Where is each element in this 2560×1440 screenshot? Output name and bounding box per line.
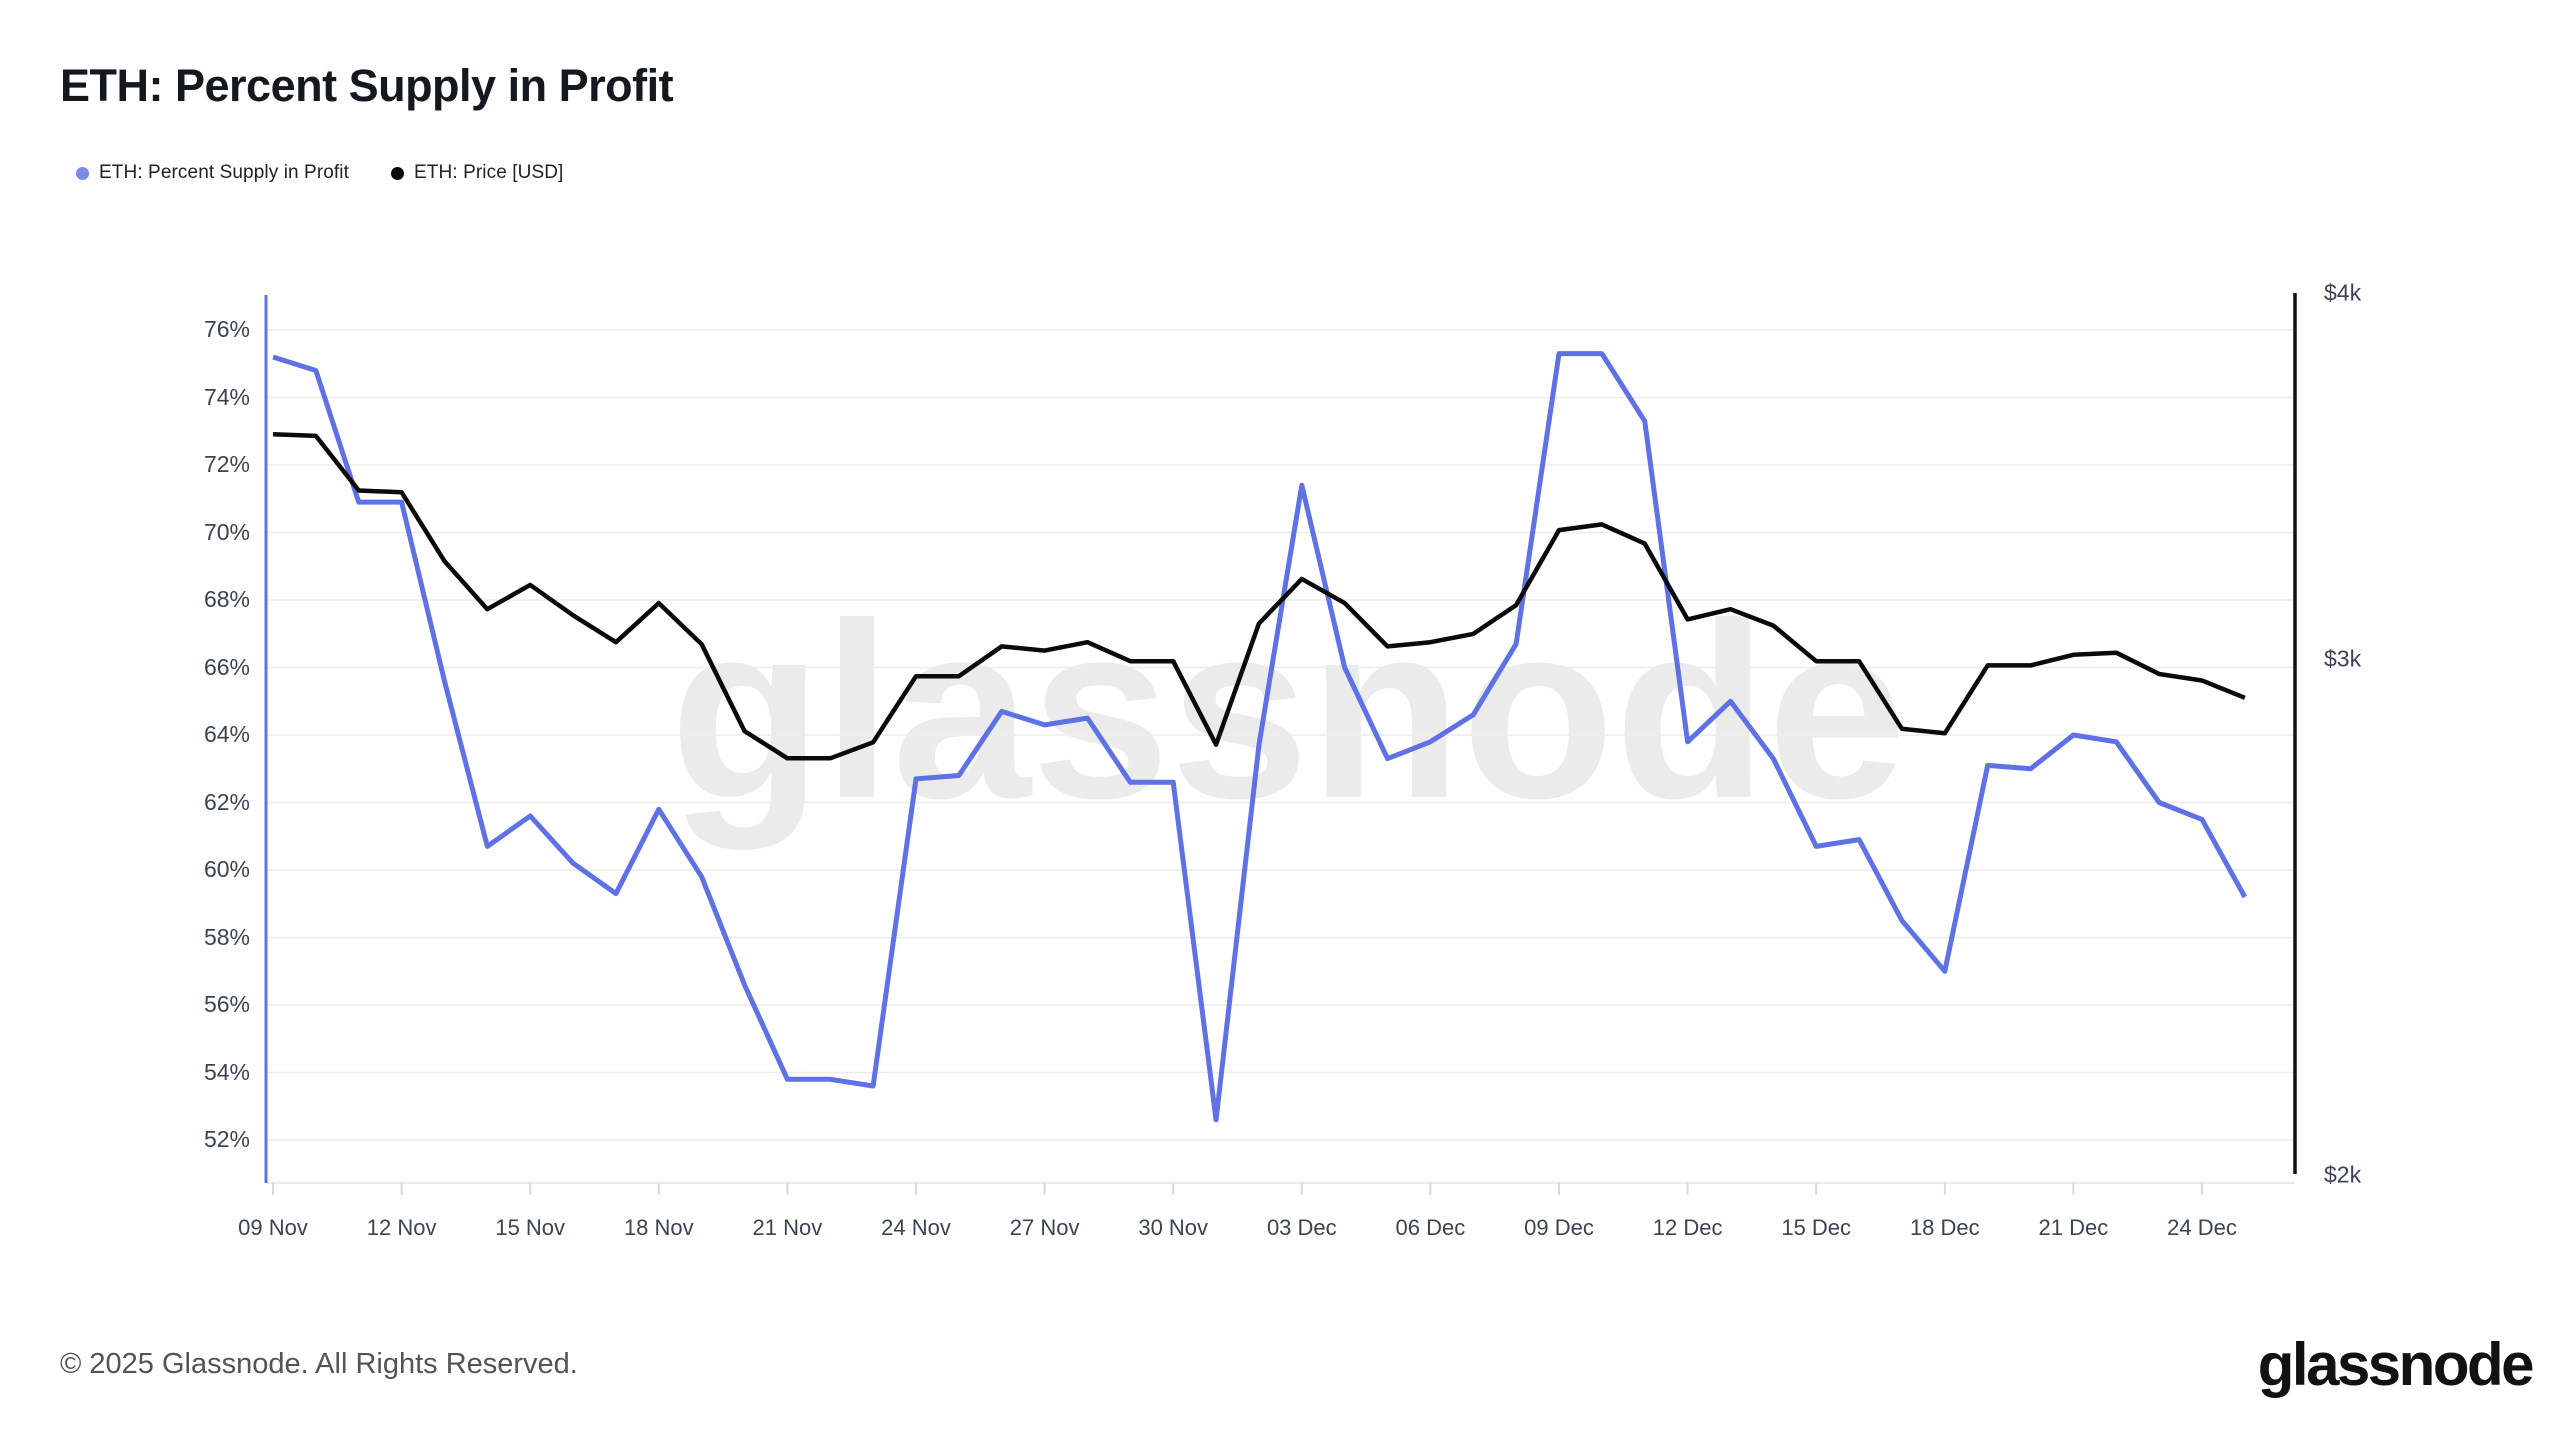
legend-item-price[interactable]: ETH: Price [USD] — [391, 162, 563, 184]
ytick-left-label: 72% — [203, 450, 250, 477]
xtick-label: 03 Dec — [1266, 1215, 1337, 1240]
glassnode-logo[interactable]: glassnode — [2257, 1331, 2535, 1398]
legend-dot-blue-icon — [76, 166, 89, 180]
xtick-label: 12 Nov — [366, 1215, 437, 1240]
legend-label: ETH: Price [USD] — [414, 162, 564, 183]
ytick-left-label: 52% — [203, 1125, 250, 1152]
legend-dot-black-icon — [391, 166, 405, 180]
ytick-left-label: 62% — [203, 788, 250, 815]
ytick-left-label: 68% — [203, 585, 250, 612]
ytick-right-label: $3k — [2324, 645, 2362, 672]
xtick-label: 09 Nov — [238, 1215, 308, 1240]
ytick-left-label: 64% — [203, 720, 250, 747]
xtick-label: 09 Dec — [1524, 1215, 1594, 1240]
ytick-left-label: 58% — [203, 923, 250, 950]
chart-title: ETH: Percent Supply in Profit — [60, 60, 674, 111]
ytick-left-label: 56% — [203, 990, 250, 1017]
xtick-label: 27 Nov — [1009, 1215, 1080, 1240]
xtick-label: 06 Dec — [1395, 1215, 1466, 1240]
xtick-label: 30 Nov — [1138, 1215, 1209, 1240]
ytick-left-label: 76% — [203, 315, 250, 342]
legend: ETH: Percent Supply in Profit ETH: Price… — [76, 162, 563, 184]
legend-item-percent-supply[interactable]: ETH: Percent Supply in Profit — [76, 162, 349, 184]
footer-copyright: © 2025 Glassnode. All Rights Reserved. — [60, 1348, 578, 1380]
xtick-label: 18 Nov — [623, 1215, 694, 1240]
legend-label: ETH: Percent Supply in Profit — [99, 162, 350, 183]
xtick-label: 24 Dec — [2167, 1215, 2237, 1240]
ytick-left-label: 74% — [203, 383, 250, 410]
xtick-label: 24 Nov — [881, 1215, 951, 1240]
ytick-right-label: $2k — [2324, 1161, 2362, 1188]
ytick-right-label: $4k — [2324, 279, 2362, 306]
xtick-label: 21 Nov — [752, 1215, 823, 1240]
ytick-left-label: 60% — [203, 855, 250, 882]
xtick-label: 15 Nov — [495, 1215, 566, 1240]
xtick-label: 21 Dec — [2038, 1215, 2109, 1240]
ytick-left-label: 70% — [203, 518, 250, 545]
xtick-label: 15 Dec — [1781, 1215, 1852, 1240]
xtick-label: 18 Dec — [1909, 1215, 1980, 1240]
ytick-left-label: 66% — [203, 653, 250, 680]
price-series-line — [272, 431, 2246, 761]
ytick-left-label: 54% — [203, 1058, 250, 1085]
xtick-label: 12 Dec — [1652, 1215, 1723, 1240]
percent-supply-series-line — [272, 351, 2248, 1123]
